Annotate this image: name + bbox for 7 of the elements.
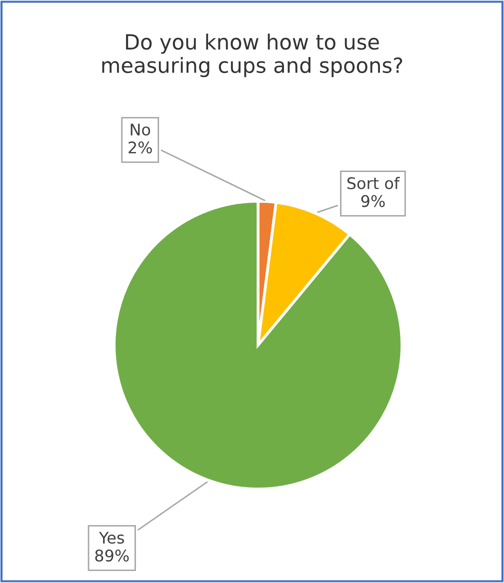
slice-label: Yes — [98, 532, 124, 544]
slice-label: Sort of — [347, 176, 400, 190]
data-label: 2% — [128, 141, 152, 154]
data-label: 9% — [361, 195, 385, 208]
slice-label: No — [130, 124, 150, 136]
data-label: 89% — [95, 550, 129, 562]
chart-title: Do you know how to use measuring cups and spoons? — [102, 34, 402, 78]
